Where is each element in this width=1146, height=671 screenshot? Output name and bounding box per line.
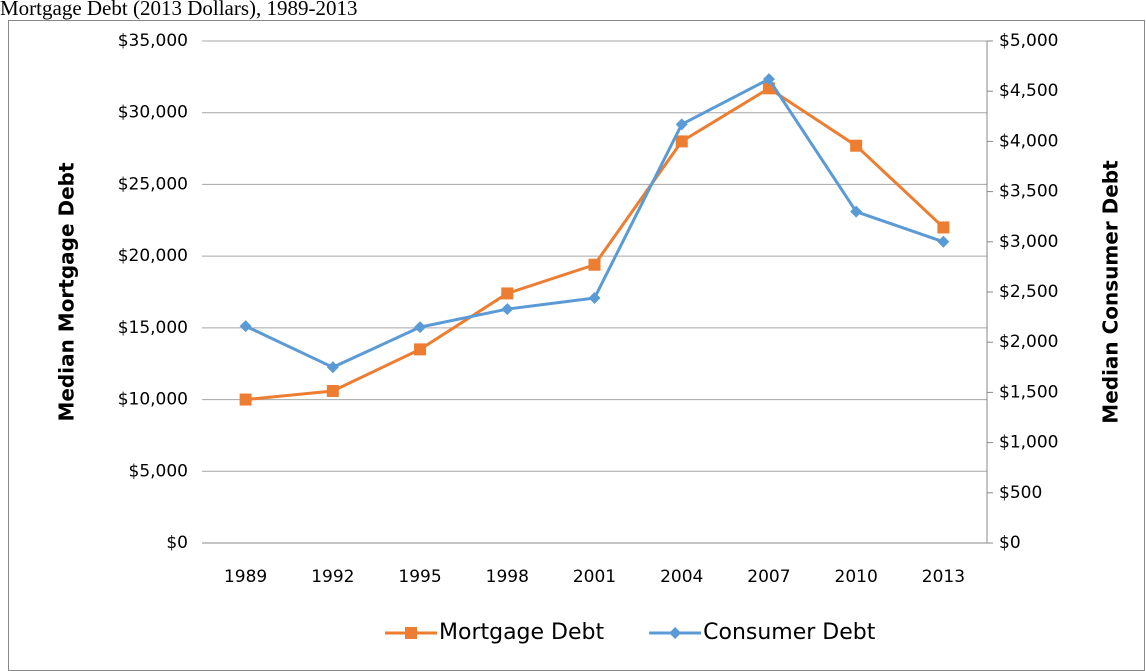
legend-marker — [669, 627, 682, 639]
data-point — [326, 384, 339, 397]
data-point — [588, 292, 601, 305]
data-point — [501, 303, 514, 316]
x-tick-label: 2010 — [835, 567, 878, 587]
y-tick-label: $0 — [166, 533, 188, 553]
y-tick-label: $25,000 — [118, 174, 188, 194]
data-point — [762, 73, 775, 86]
y-tick-label: $20,000 — [118, 246, 188, 266]
y2-tick-label: $3,500 — [999, 182, 1058, 202]
data-point — [937, 221, 950, 234]
y-tick-label: $30,000 — [118, 103, 188, 123]
data-point — [414, 343, 427, 356]
y2-tick-label: $4,000 — [999, 131, 1058, 151]
data-point — [414, 321, 427, 334]
data-point — [850, 205, 863, 218]
data-point — [675, 135, 688, 148]
y2-tick-label: $0 — [999, 533, 1021, 553]
x-tick-label: 1989 — [224, 567, 267, 587]
y2-tick-label: $500 — [999, 483, 1042, 503]
y2-tick-label: $3,000 — [999, 232, 1058, 252]
y-axis-title: Median Mortgage Debt — [55, 162, 79, 422]
data-point — [937, 235, 950, 248]
x-tick-label: 2007 — [747, 567, 790, 587]
chart-title: Mortgage Debt (2013 Dollars), 1989-2013 — [0, 0, 358, 20]
legend-label: Mortgage Debt — [439, 620, 604, 645]
x-tick-label: 1998 — [486, 567, 529, 587]
data-point — [239, 393, 252, 406]
y2-tick-label: $1,000 — [999, 433, 1058, 453]
y-tick-label: $5,000 — [129, 461, 188, 481]
data-point — [588, 258, 601, 271]
y2-tick-label: $5,000 — [999, 31, 1058, 51]
legend-label: Consumer Debt — [703, 620, 876, 645]
x-tick-label: 2001 — [573, 567, 616, 587]
x-tick-label: 1995 — [398, 567, 441, 587]
data-point — [850, 139, 863, 152]
x-tick-label: 2004 — [660, 567, 703, 587]
data-point — [675, 118, 688, 131]
x-tick-label: 1992 — [311, 567, 354, 587]
y-tick-label: $10,000 — [118, 390, 188, 410]
y-tick-label: $15,000 — [118, 318, 188, 338]
y2-axis-title: Median Consumer Debt — [1099, 160, 1123, 424]
data-point — [501, 287, 514, 300]
legend-marker — [405, 627, 417, 639]
x-tick-label: 2013 — [922, 567, 965, 587]
chart-border — [8, 20, 1145, 671]
y2-tick-label: $1,500 — [999, 382, 1058, 402]
y2-tick-label: $2,000 — [999, 332, 1058, 352]
data-point — [239, 320, 252, 333]
y2-tick-label: $2,500 — [999, 282, 1058, 302]
y-tick-label: $35,000 — [118, 31, 188, 51]
data-point — [326, 361, 339, 374]
y2-tick-label: $4,500 — [999, 81, 1058, 101]
